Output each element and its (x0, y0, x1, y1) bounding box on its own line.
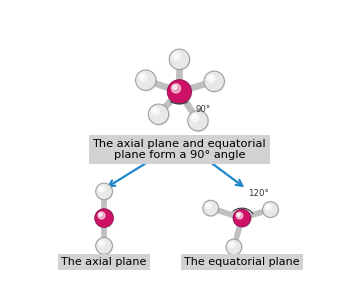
Circle shape (170, 50, 190, 70)
Circle shape (95, 209, 114, 228)
Circle shape (135, 70, 156, 90)
Circle shape (237, 213, 240, 216)
Circle shape (96, 238, 113, 255)
Text: 120°: 120° (248, 189, 269, 198)
Circle shape (266, 205, 269, 208)
Circle shape (204, 71, 224, 92)
Circle shape (169, 49, 190, 70)
Circle shape (152, 107, 160, 115)
Circle shape (236, 212, 243, 219)
Circle shape (206, 204, 209, 206)
Circle shape (173, 85, 177, 89)
Circle shape (168, 80, 192, 104)
Circle shape (204, 72, 225, 92)
Circle shape (96, 183, 112, 200)
Circle shape (98, 212, 105, 219)
Circle shape (139, 73, 147, 81)
Circle shape (262, 202, 278, 217)
Circle shape (174, 54, 177, 57)
Circle shape (209, 76, 212, 79)
Circle shape (153, 109, 156, 112)
Circle shape (205, 203, 211, 209)
Circle shape (172, 84, 181, 93)
Circle shape (229, 242, 235, 248)
Circle shape (191, 114, 199, 122)
Circle shape (173, 53, 180, 60)
Circle shape (230, 243, 232, 246)
Circle shape (263, 202, 279, 218)
Text: The axial plane: The axial plane (61, 257, 147, 267)
Circle shape (149, 105, 169, 125)
Circle shape (136, 70, 156, 91)
Circle shape (140, 75, 144, 78)
Circle shape (265, 204, 271, 210)
Circle shape (100, 241, 103, 244)
Circle shape (100, 187, 103, 190)
Circle shape (99, 240, 105, 247)
Circle shape (95, 209, 113, 227)
Circle shape (96, 237, 112, 254)
Circle shape (203, 201, 219, 216)
Circle shape (208, 75, 215, 82)
Circle shape (188, 111, 209, 132)
Circle shape (193, 115, 196, 119)
Circle shape (167, 80, 191, 104)
Circle shape (203, 200, 218, 216)
Circle shape (96, 184, 113, 200)
Circle shape (234, 210, 251, 227)
Circle shape (188, 110, 208, 131)
Circle shape (233, 209, 251, 227)
Text: The axial plane and equatorial
plane form a 90° angle: The axial plane and equatorial plane for… (92, 139, 266, 160)
Text: 90°: 90° (196, 105, 211, 114)
Circle shape (148, 104, 169, 124)
Text: The equatorial plane: The equatorial plane (184, 257, 300, 267)
Circle shape (226, 239, 242, 255)
Circle shape (99, 213, 102, 216)
Circle shape (226, 240, 242, 255)
Circle shape (99, 186, 105, 192)
